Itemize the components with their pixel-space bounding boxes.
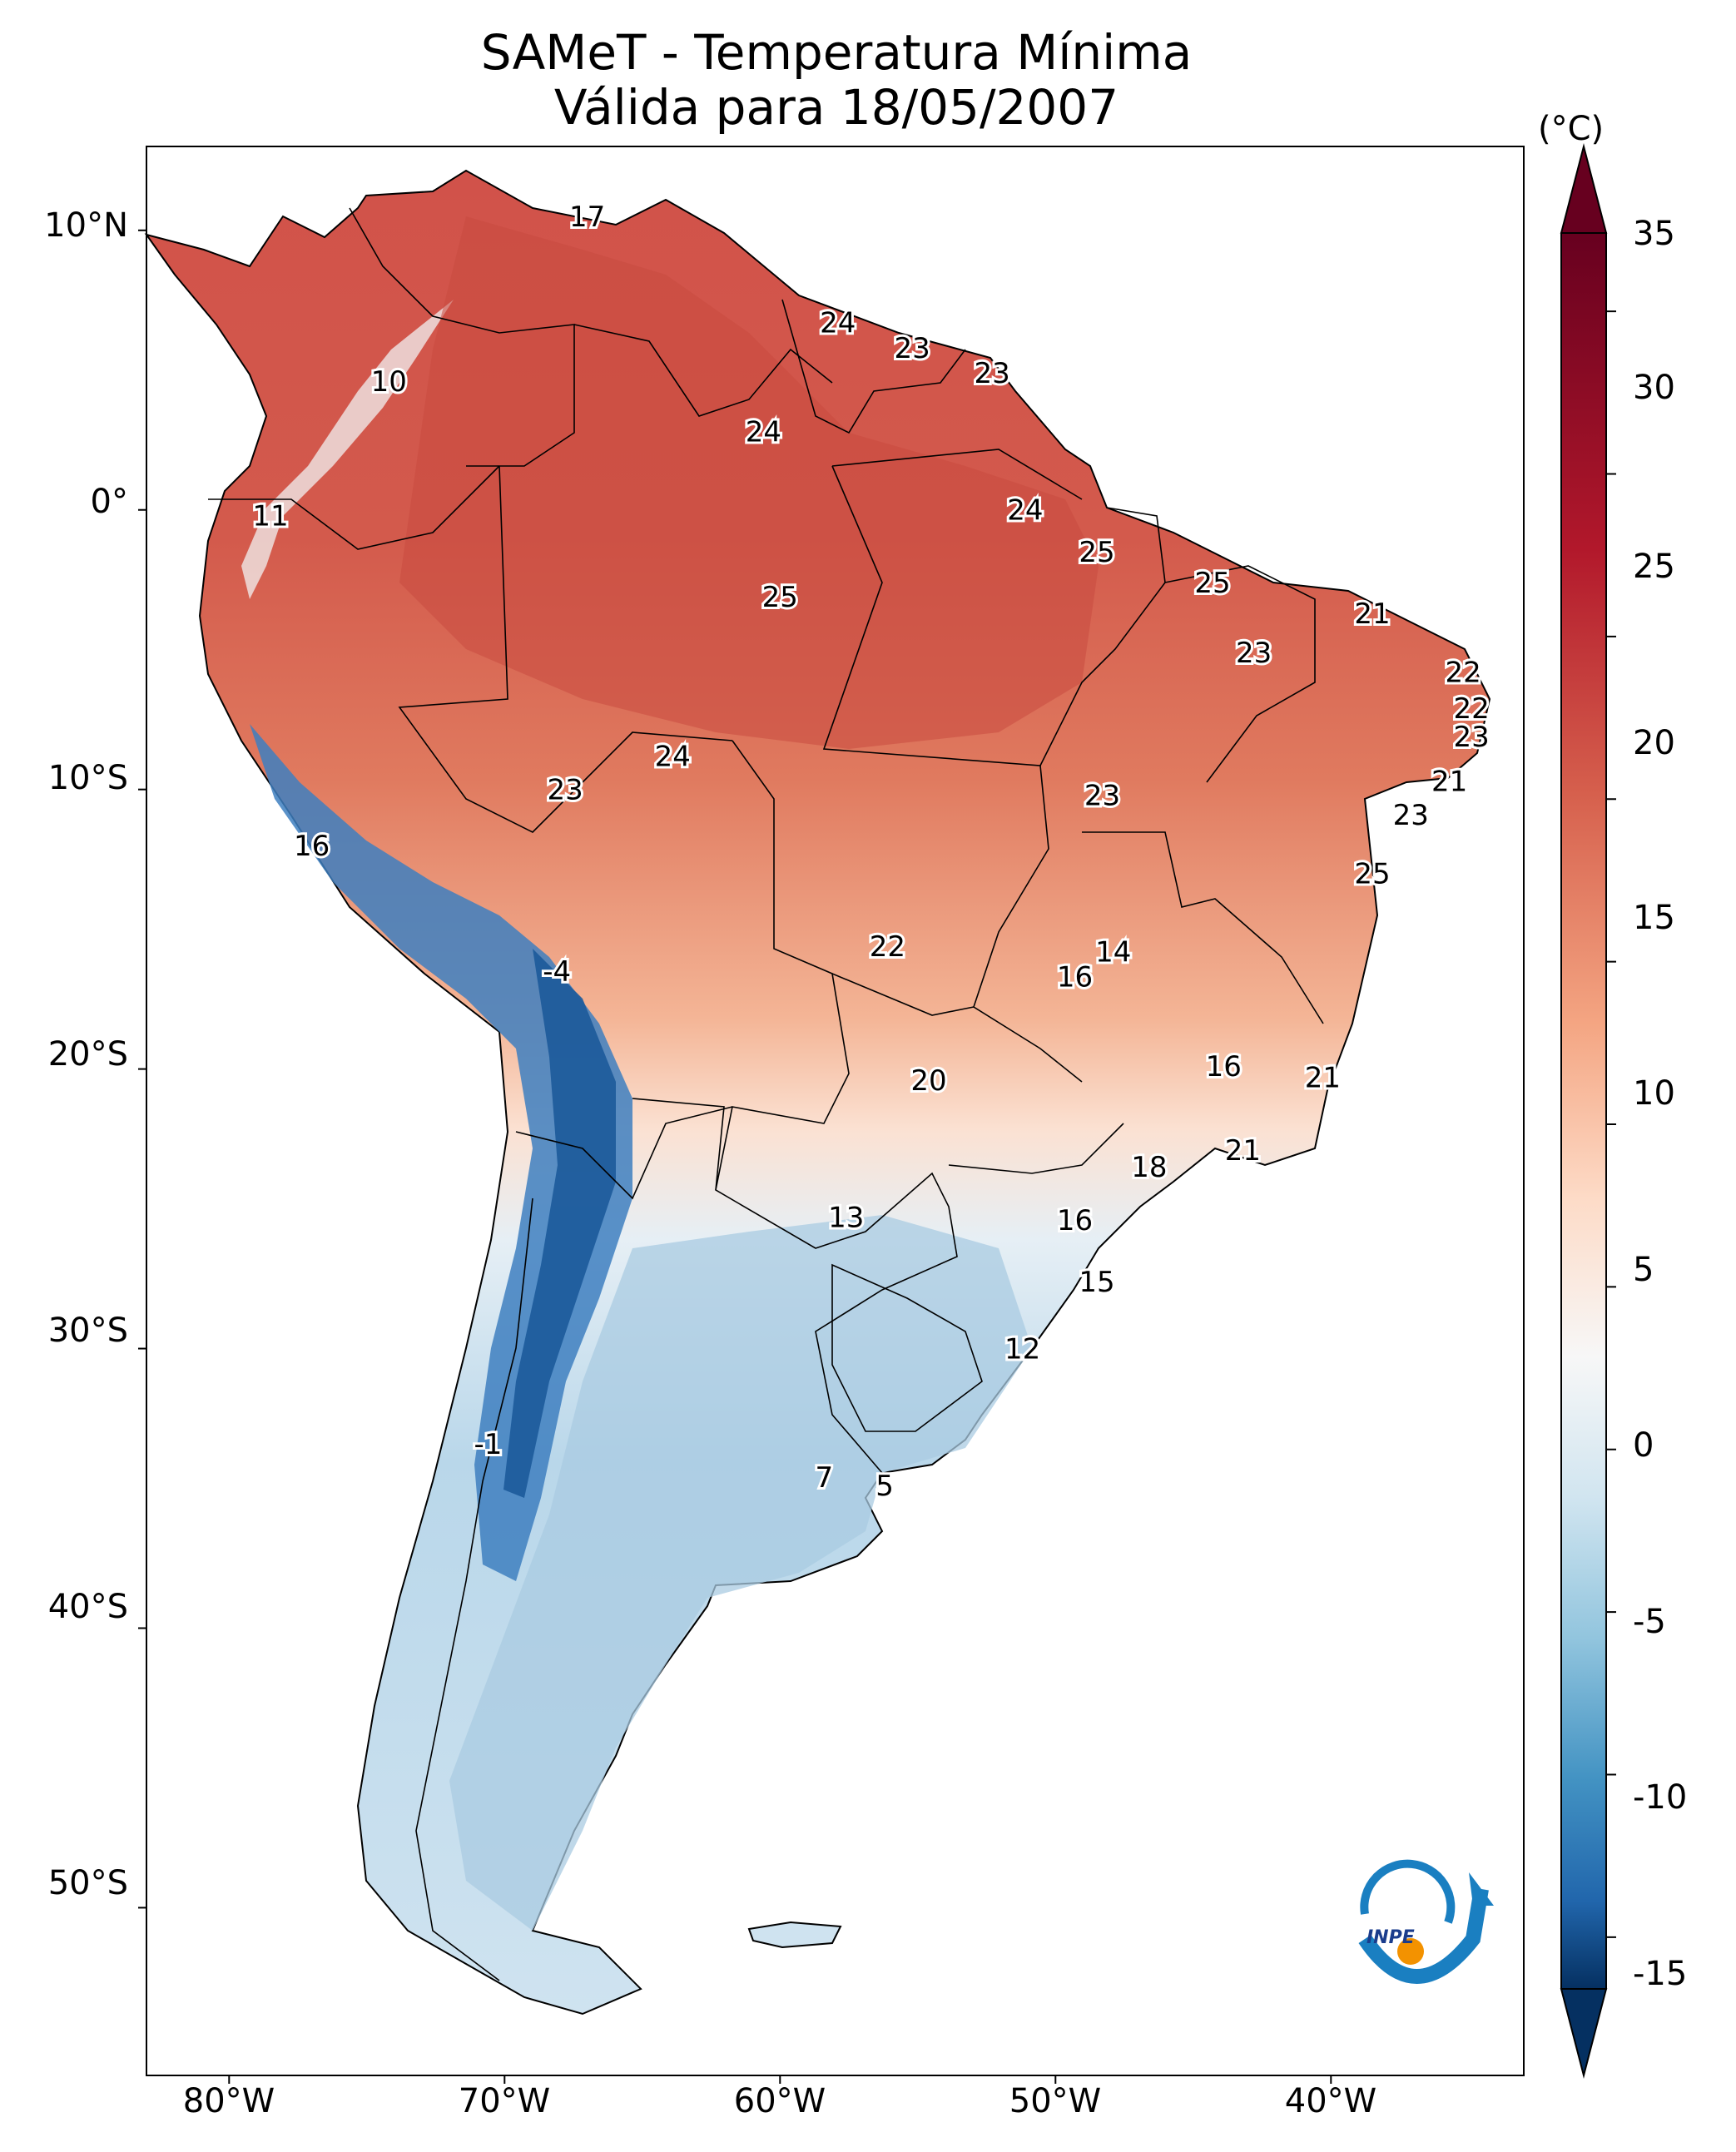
inpe-logo: INPE: [1358, 1859, 1494, 1984]
city-temperature-label: 11: [252, 499, 288, 533]
city-temperature-label: 25: [1079, 536, 1114, 569]
colorbar-max-extend: [1560, 143, 1608, 234]
city-temperature-label: 14: [1095, 936, 1131, 969]
city-temperature-label: 24: [746, 416, 781, 449]
city-temperature-label: 25: [1354, 857, 1390, 890]
lon-label-80w: 80°W: [182, 2082, 275, 2120]
colorbar-tick-5: 5: [1633, 1251, 1654, 1289]
lon-label-60w: 60°W: [733, 2082, 826, 2120]
city-temperature-label: 13: [828, 1202, 864, 1235]
lon-label-50w: 50°W: [1009, 2082, 1102, 2120]
lat-label-50s: 50°S: [47, 1864, 128, 1902]
city-temperature-label: 16: [1057, 1204, 1093, 1237]
city-temperature-label: 24: [820, 307, 856, 340]
city-temperature-label: 16: [1057, 961, 1093, 994]
city-temperature-label: 18: [1131, 1151, 1167, 1184]
pampas-cold-zone: [449, 1215, 1032, 1931]
country-borders: [208, 207, 1324, 1981]
city-temperature-label: 15: [1079, 1266, 1114, 1299]
lat-label-0: 0°: [90, 483, 128, 521]
city-temperature-label: 17: [569, 201, 605, 234]
city-temperature-label: 23: [895, 332, 930, 365]
city-temperature-label: -4: [543, 955, 571, 989]
city-temperature-label: 23: [547, 774, 583, 807]
colorbar-tick-20: 20: [1633, 724, 1675, 762]
colorbar-tick-marks: [1606, 310, 1616, 1938]
city-temperature-label: 20: [910, 1064, 946, 1098]
northern-cordillera-cool: [241, 300, 454, 599]
city-temperature-label: 25: [762, 581, 798, 614]
colorbar: [1560, 143, 1616, 2079]
colorbar-tick-neg15: -15: [1633, 1955, 1688, 1993]
city-temperature-label: 21: [1354, 598, 1390, 631]
city-temperature-label: 7: [815, 1461, 833, 1495]
city-temperature-label: 24: [1007, 494, 1043, 528]
city-temperature-label: -1: [474, 1428, 502, 1461]
city-temperature-label: 22: [870, 930, 905, 964]
city-temperature-label: 5: [875, 1470, 894, 1503]
lat-label-30s: 30°S: [47, 1312, 128, 1350]
colorbar-unit: (°C): [1538, 110, 1605, 148]
andes-coldest-zone: [503, 949, 616, 1498]
inpe-logo-text: INPE: [1366, 1927, 1415, 1948]
colorbar-tick-0: 0: [1633, 1426, 1654, 1465]
city-temperature-label: 10: [371, 365, 407, 399]
city-temperature-label: 23: [975, 357, 1010, 390]
colorbar-tick-25: 25: [1633, 548, 1675, 586]
lon-label-40w: 40°W: [1284, 2082, 1377, 2120]
city-temperature-label: 12: [1004, 1333, 1040, 1366]
city-temperature-label: 16: [1206, 1050, 1242, 1083]
city-temperature-label: 23: [1236, 637, 1272, 670]
colorbar-tick-neg5: -5: [1633, 1603, 1666, 1641]
falkland-islands: [747, 1921, 842, 1949]
lat-label-40s: 40°S: [47, 1588, 128, 1626]
city-temperature-label: 24: [655, 740, 691, 773]
lat-label-10n: 10°N: [44, 206, 128, 245]
city-temperature-label: 23: [1084, 779, 1120, 812]
city-temperature-label: 22: [1446, 657, 1481, 690]
lon-label-70w: 70°W: [458, 2082, 551, 2120]
colorbar-tick-30: 30: [1633, 369, 1675, 407]
city-temperature-label: 16: [294, 830, 330, 863]
colorbar-tick-neg10: -10: [1633, 1778, 1688, 1817]
colorbar-tick-15: 15: [1633, 899, 1675, 937]
city-temperature-label: 23: [1453, 721, 1489, 754]
city-temperature-label: 21: [1225, 1134, 1261, 1168]
colorbar-bar: [1560, 232, 1607, 1990]
colorbar-min-extend: [1560, 1988, 1608, 2079]
lat-label-20s: 20°S: [47, 1035, 128, 1074]
colorbar-tick-10: 10: [1633, 1074, 1675, 1113]
colorbar-tick-35: 35: [1633, 215, 1675, 253]
lat-label-10s: 10°S: [47, 759, 128, 797]
map-title: SAMeT - Temperatura Mínima: [480, 24, 1193, 81]
map-subtitle: Válida para 18/05/2007: [553, 79, 1119, 136]
city-temperature-label: 23: [1393, 799, 1429, 832]
axis-tick-marks: [138, 229, 1332, 2084]
city-temperature-label: 25: [1194, 567, 1230, 600]
city-temperature-label: 21: [1305, 1062, 1341, 1095]
city-temperature-label: 22: [1453, 692, 1489, 726]
city-temperature-label: 21: [1431, 766, 1467, 799]
